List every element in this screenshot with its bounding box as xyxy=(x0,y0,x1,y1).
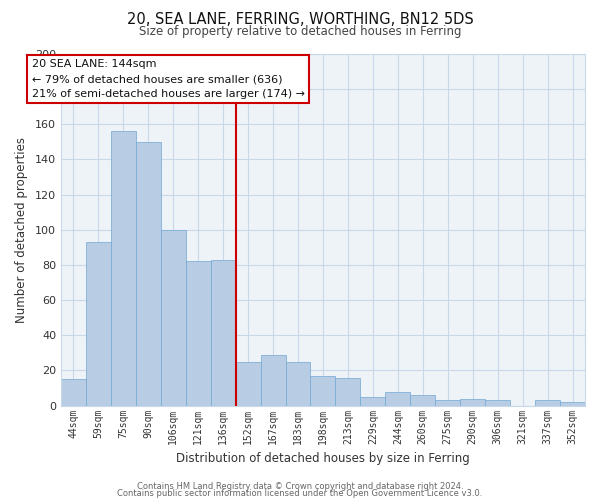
Bar xyxy=(260,354,286,406)
Bar xyxy=(310,376,335,406)
Text: Size of property relative to detached houses in Ferring: Size of property relative to detached ho… xyxy=(139,25,461,38)
Bar xyxy=(161,230,186,406)
Bar xyxy=(410,395,435,406)
Bar xyxy=(286,362,310,406)
Bar xyxy=(361,397,385,406)
Text: 20 SEA LANE: 144sqm
← 79% of detached houses are smaller (636)
21% of semi-detac: 20 SEA LANE: 144sqm ← 79% of detached ho… xyxy=(32,60,305,99)
X-axis label: Distribution of detached houses by size in Ferring: Distribution of detached houses by size … xyxy=(176,452,470,465)
Bar xyxy=(560,402,585,406)
Bar xyxy=(485,400,510,406)
Bar xyxy=(335,378,361,406)
Bar xyxy=(86,242,111,406)
Bar xyxy=(460,398,485,406)
Bar xyxy=(435,400,460,406)
Text: Contains public sector information licensed under the Open Government Licence v3: Contains public sector information licen… xyxy=(118,490,482,498)
Bar xyxy=(61,380,86,406)
Text: 20, SEA LANE, FERRING, WORTHING, BN12 5DS: 20, SEA LANE, FERRING, WORTHING, BN12 5D… xyxy=(127,12,473,28)
Bar xyxy=(385,392,410,406)
Bar xyxy=(186,262,211,406)
Y-axis label: Number of detached properties: Number of detached properties xyxy=(15,137,28,323)
Text: Contains HM Land Registry data © Crown copyright and database right 2024.: Contains HM Land Registry data © Crown c… xyxy=(137,482,463,491)
Bar xyxy=(111,132,136,406)
Bar xyxy=(136,142,161,406)
Bar xyxy=(236,362,260,406)
Bar xyxy=(535,400,560,406)
Bar xyxy=(211,260,236,406)
